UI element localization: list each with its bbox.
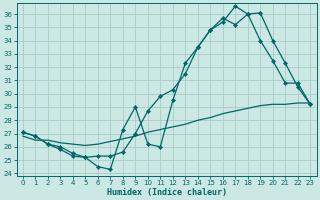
X-axis label: Humidex (Indice chaleur): Humidex (Indice chaleur)	[107, 188, 227, 197]
